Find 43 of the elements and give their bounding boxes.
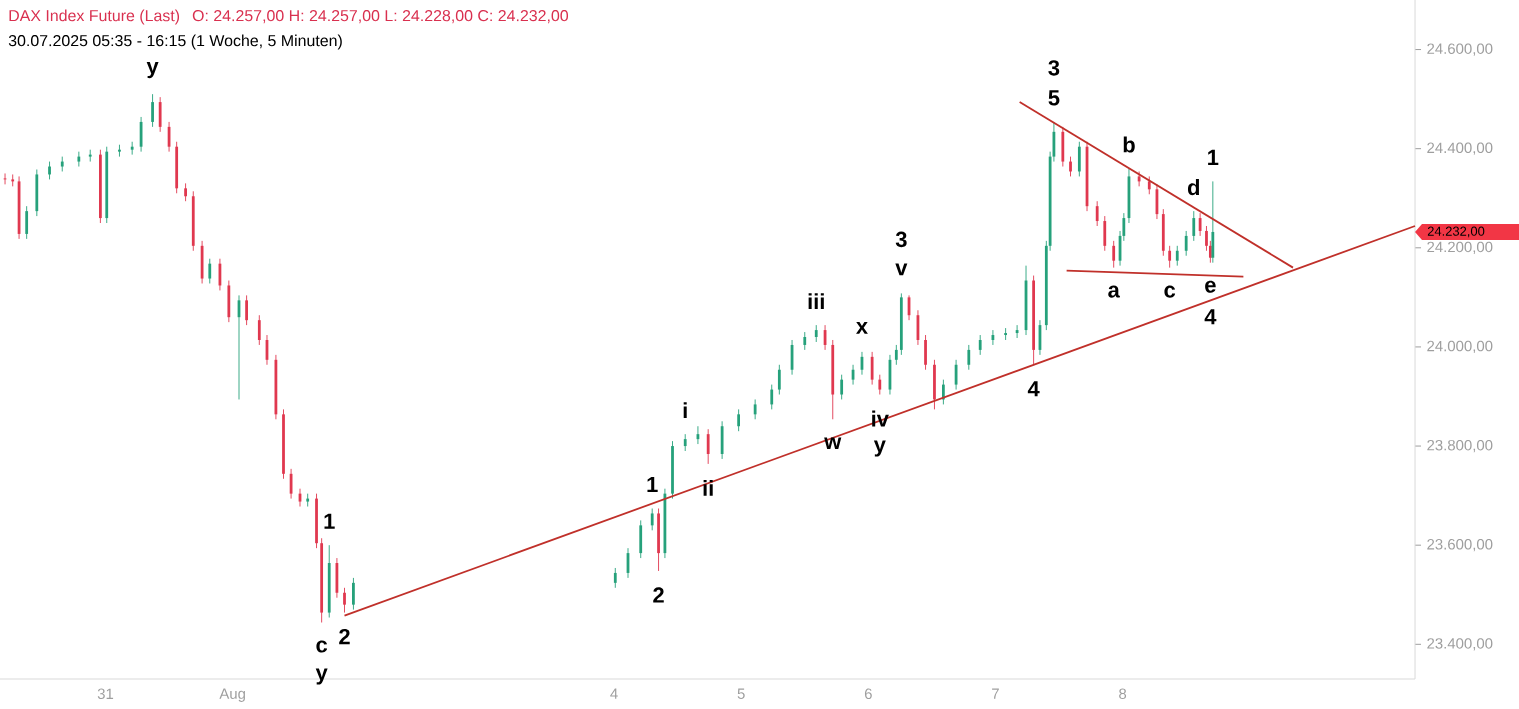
annotation: 1 — [1208, 149, 1219, 165]
y-tick-label: 24.400,00 — [1427, 142, 1493, 155]
x-tick-label: 4 — [610, 688, 618, 699]
annotation: e — [1205, 280, 1216, 293]
annotation: 3 — [895, 231, 907, 248]
annotation: w — [824, 437, 842, 450]
text: 30.07.2025 05:35 - 16:15 (1 Woche, 5 Minuten) — [8, 34, 342, 50]
text: 24.232,00 — [1427, 226, 1485, 238]
annotation: d — [1187, 179, 1200, 196]
annotation: 1 — [324, 513, 335, 529]
y-tick-label: 23.800,00 — [1427, 439, 1493, 453]
text: DAX Index Future (Last) — [9, 9, 180, 25]
annotation: b — [1123, 136, 1135, 153]
annotation: iii — [808, 293, 824, 310]
annotation: c — [316, 640, 328, 653]
x-tick-label: 6 — [864, 688, 872, 700]
annotation: 2 — [653, 587, 664, 603]
annotation: y — [146, 62, 159, 79]
annotation: 4 — [1204, 309, 1217, 325]
annotation: ii — [703, 479, 713, 496]
annotation: 5 — [1048, 90, 1060, 106]
annotation: y — [873, 440, 886, 457]
x-tick-label: 7 — [992, 688, 999, 699]
annotation: y — [315, 668, 328, 685]
y-tick-label: 23.400,00 — [1427, 638, 1493, 651]
annotation: 3 — [1048, 60, 1060, 76]
x-tick-label: Aug — [219, 688, 245, 702]
y-tick-label: 24.600,00 — [1427, 43, 1493, 56]
x-tick-label: 31 — [97, 688, 114, 700]
annotation: 1 — [647, 476, 658, 493]
annotation: 2 — [339, 628, 350, 645]
x-tick-label: 5 — [737, 688, 745, 699]
y-tick-label: 24.200,00 — [1427, 241, 1493, 254]
annotation: i — [683, 402, 687, 419]
annotation: O: 24.257,00 H: 24.257,00 L: 24.228,00 C: 24.232,00 — [192, 9, 569, 24]
annotation: a — [1108, 285, 1120, 298]
annotation: c — [1164, 285, 1176, 298]
y-tick-label: 23.600,00 — [1427, 539, 1493, 552]
annotation: x — [856, 322, 868, 334]
x-tick-label: 8 — [1119, 688, 1127, 700]
annotation: v — [895, 263, 908, 276]
annotation: 4 — [1027, 381, 1040, 397]
y-tick-label: 24.000,00 — [1427, 340, 1493, 354]
